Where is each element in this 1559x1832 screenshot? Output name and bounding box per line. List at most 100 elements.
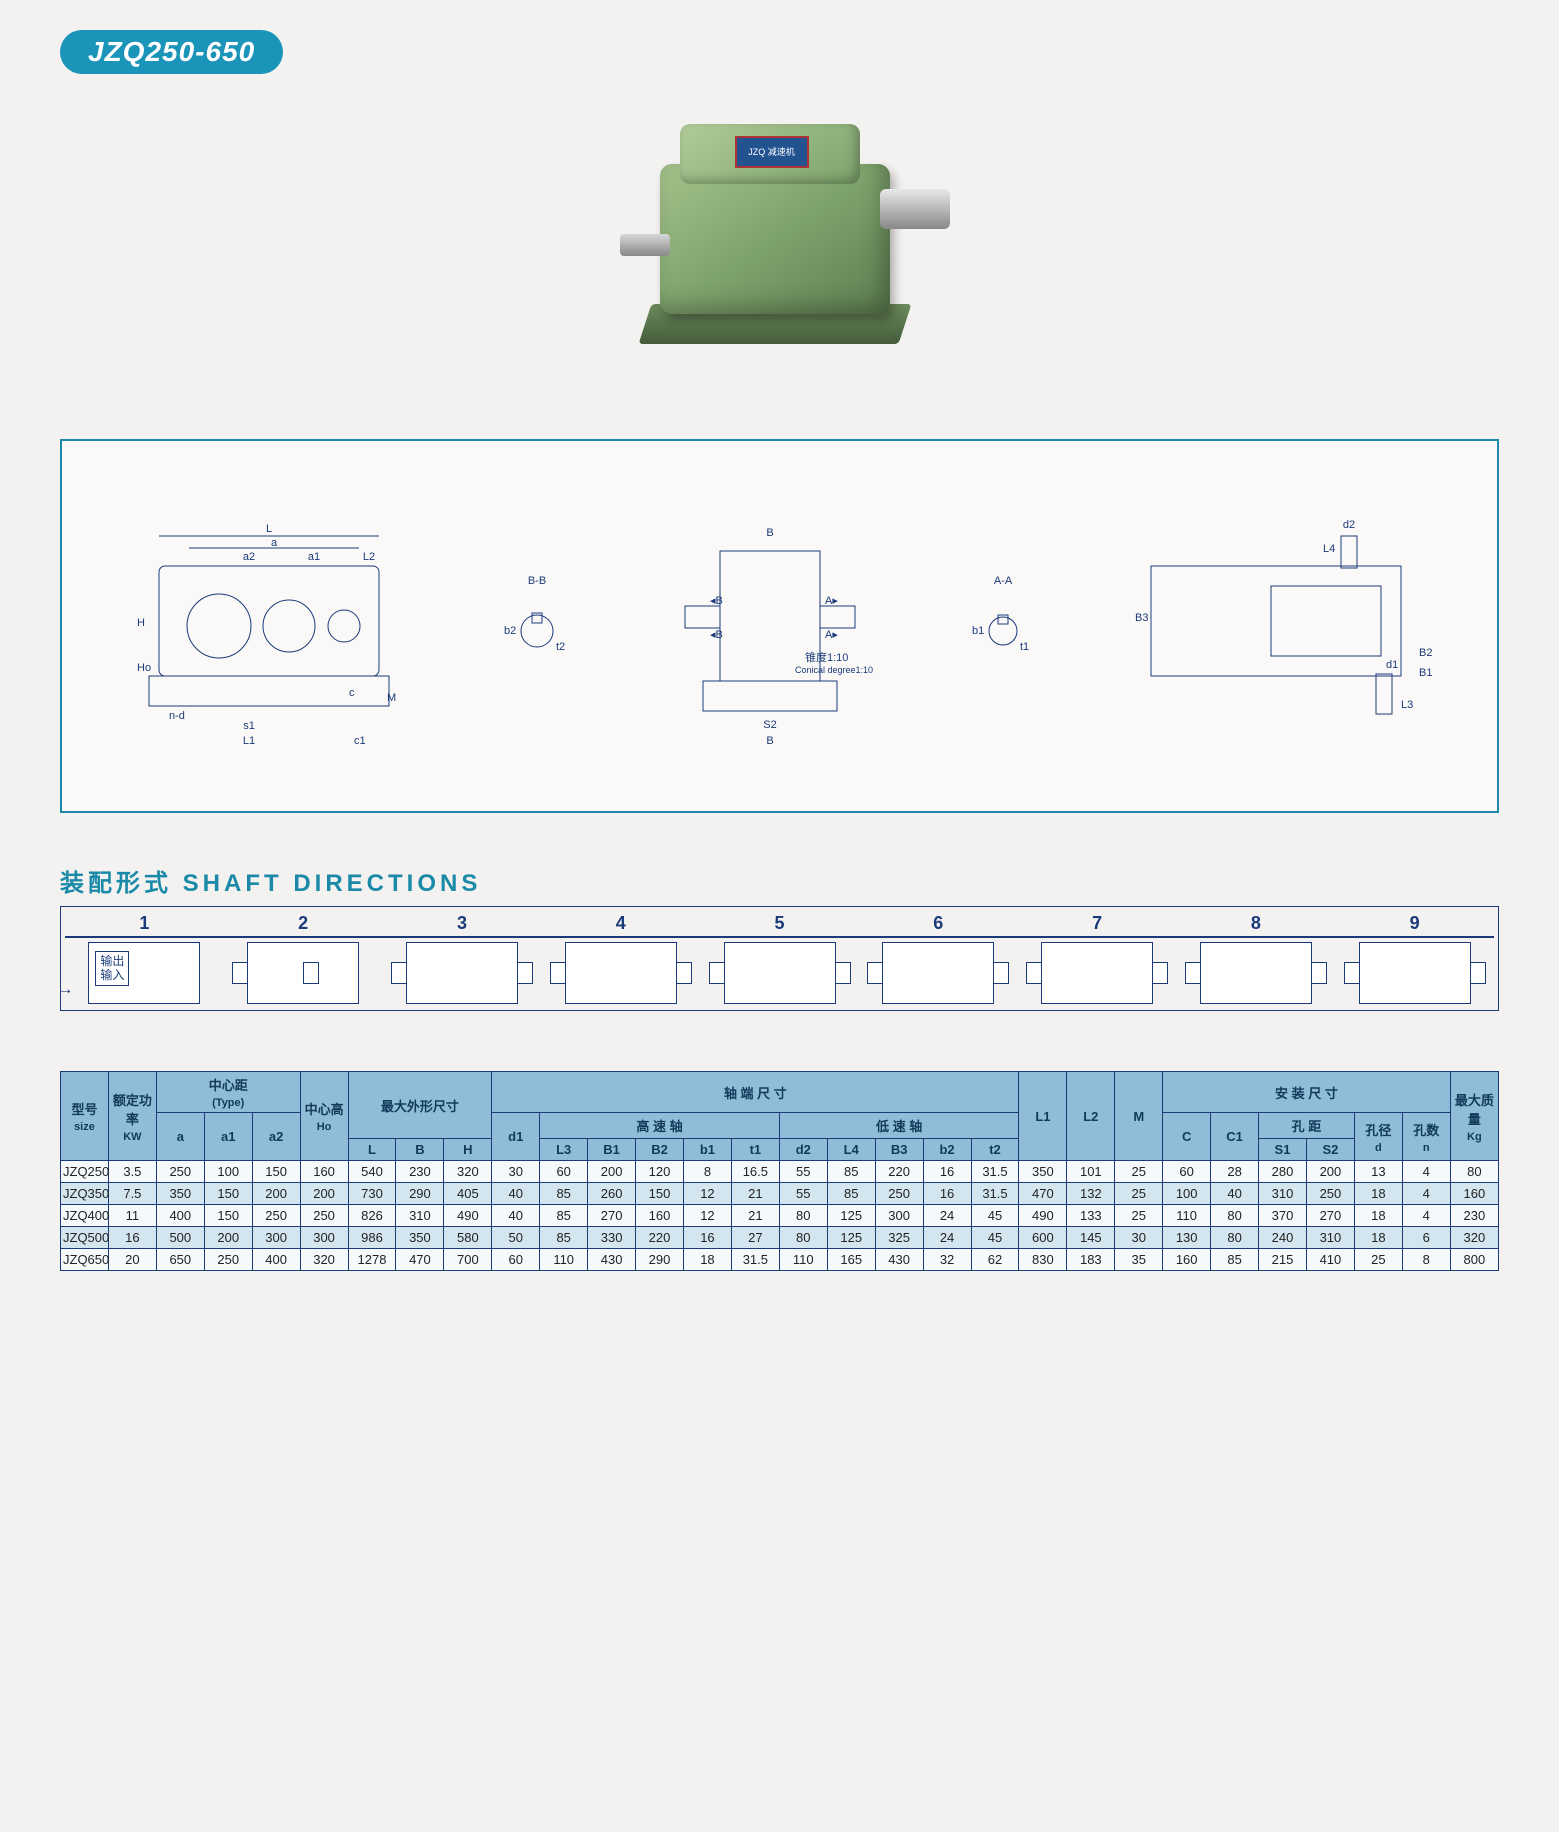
table-cell: 830 (1019, 1249, 1067, 1271)
table-cell: 80 (1211, 1227, 1259, 1249)
table-cell: 200 (300, 1183, 348, 1205)
table-cell: 230 (1450, 1205, 1498, 1227)
dim-b2: b2 (504, 625, 516, 637)
table-cell: 85 (827, 1183, 875, 1205)
view-section-aa: A-A b1 t1 (958, 566, 1048, 686)
th-M: M (1115, 1072, 1163, 1161)
shaft-cell-6: 6 (859, 913, 1018, 1004)
dim-t2: t2 (556, 641, 565, 653)
table-cell: 280 (1259, 1161, 1307, 1183)
dim-L3: L3 (1401, 699, 1413, 711)
table-cell: 85 (827, 1161, 875, 1183)
th-hs: 高 速 轴 (540, 1113, 780, 1139)
table-cell: 215 (1259, 1249, 1307, 1271)
shaft-icon-3 (406, 942, 518, 1004)
gearbox-shaft-left (620, 234, 670, 256)
engineering-drawing-panel: L a a2 a1 L2 H Ho n-d s1 L1 c c1 M B-B b… (60, 439, 1499, 813)
table-cell: 145 (1067, 1227, 1115, 1249)
table-row: JZQ6502065025040032012784707006011043029… (61, 1249, 1499, 1271)
view-front: B ◂B ◂B A▸ A▸ S2 B 锥度1:10 Conical degree… (655, 496, 885, 756)
dim-B1r: B1 (1419, 667, 1432, 679)
table-cell: 230 (396, 1161, 444, 1183)
table-cell: 16 (923, 1183, 971, 1205)
table-cell: 490 (444, 1205, 492, 1227)
table-row: JZQ3507.53501502002007302904054085260150… (61, 1183, 1499, 1205)
table-cell: 470 (396, 1249, 444, 1271)
table-cell: 580 (444, 1227, 492, 1249)
th-B2: B2 (636, 1139, 684, 1161)
table-row: JZQ5001650020030030098635058050853302201… (61, 1227, 1499, 1249)
table-cell: 16 (683, 1227, 731, 1249)
spec-table-head: 型号size 额定功率KW 中心距(Type) 中心高Ho 最大外形尺寸 轴 端… (61, 1072, 1499, 1161)
table-cell: 150 (636, 1183, 684, 1205)
table-cell: 125 (827, 1205, 875, 1227)
dim-L1: L1 (242, 735, 254, 747)
table-cell: 21 (731, 1205, 779, 1227)
table-cell: 300 (875, 1205, 923, 1227)
table-cell: 16 (923, 1161, 971, 1183)
dim-c1: c1 (354, 735, 366, 747)
table-cell: 40 (1211, 1183, 1259, 1205)
table-cell: 183 (1067, 1249, 1115, 1271)
table-cell: 986 (348, 1227, 396, 1249)
shaft-icon-7 (1041, 942, 1153, 1004)
table-cell: 85 (540, 1227, 588, 1249)
arrow-in-icon: → (57, 981, 73, 999)
th-size-cn: 型号 (71, 1102, 97, 1117)
table-cell: 120 (636, 1161, 684, 1183)
table-cell: 370 (1259, 1205, 1307, 1227)
table-cell: 6 (1402, 1227, 1450, 1249)
table-cell: 160 (636, 1205, 684, 1227)
table-cell: 30 (492, 1161, 540, 1183)
table-cell: 290 (396, 1183, 444, 1205)
table-cell: 320 (300, 1249, 348, 1271)
table-cell: 45 (971, 1205, 1019, 1227)
cone-en: Conical degree1:10 (795, 665, 873, 675)
arrow-B-left: ◂B (710, 595, 723, 607)
table-row: JZQ4001140015025025082631049040852701601… (61, 1205, 1499, 1227)
shaft-heading-en: SHAFT DIRECTIONS (183, 870, 482, 897)
th-C: C (1163, 1113, 1211, 1161)
th-hnum-en: n (1423, 1142, 1430, 1154)
th-B1: B1 (588, 1139, 636, 1161)
shaft-icon-9 (1359, 942, 1471, 1004)
table-cell: 240 (1259, 1227, 1307, 1249)
table-cell: 320 (444, 1161, 492, 1183)
table-cell: 470 (1019, 1183, 1067, 1205)
table-cell: 310 (1259, 1183, 1307, 1205)
table-cell: 25 (1354, 1249, 1402, 1271)
table-cell: 16.5 (731, 1161, 779, 1183)
th-kw-cn: 额定功率 (113, 1093, 152, 1127)
table-cell: 80 (1450, 1161, 1498, 1183)
table-cell: 490 (1019, 1205, 1067, 1227)
table-cell: 40 (492, 1205, 540, 1227)
table-cell: 130 (1163, 1227, 1211, 1249)
table-cell: JZQ500 (61, 1227, 109, 1249)
th-b1: b1 (683, 1139, 731, 1161)
dim-nd: n-d (169, 710, 185, 722)
arrow-A-right2: A▸ (825, 629, 838, 641)
table-cell: 60 (492, 1249, 540, 1271)
table-cell: 28 (1211, 1161, 1259, 1183)
table-cell: 16 (108, 1227, 156, 1249)
table-cell: 18 (683, 1249, 731, 1271)
dim-t1: t1 (1020, 641, 1029, 653)
table-cell: 310 (396, 1205, 444, 1227)
label-AA: A-A (993, 575, 1012, 587)
shaft-cell-8: 8 (1176, 913, 1335, 1004)
arrow-B-left2: ◂B (710, 629, 723, 641)
table-cell: 410 (1306, 1249, 1354, 1271)
table-cell: 350 (1019, 1161, 1067, 1183)
shaft-directions-row: 1 输出 输入 → 2 3 4 5 6 7 8 9 (60, 906, 1499, 1011)
table-cell: 30 (1115, 1227, 1163, 1249)
table-cell: 826 (348, 1205, 396, 1227)
table-cell: 25 (1115, 1205, 1163, 1227)
spec-table-body: JZQ2503.52501001501605402303203060200120… (61, 1161, 1499, 1271)
th-install: 安 装 尺 寸 (1163, 1072, 1451, 1113)
dim-d2: d2 (1342, 519, 1354, 531)
table-cell: 250 (1306, 1183, 1354, 1205)
table-cell: 55 (779, 1161, 827, 1183)
th-H: H (444, 1139, 492, 1161)
shaft-num-3: 3 (383, 913, 542, 938)
th-overall: 最大外形尺寸 (348, 1072, 492, 1139)
